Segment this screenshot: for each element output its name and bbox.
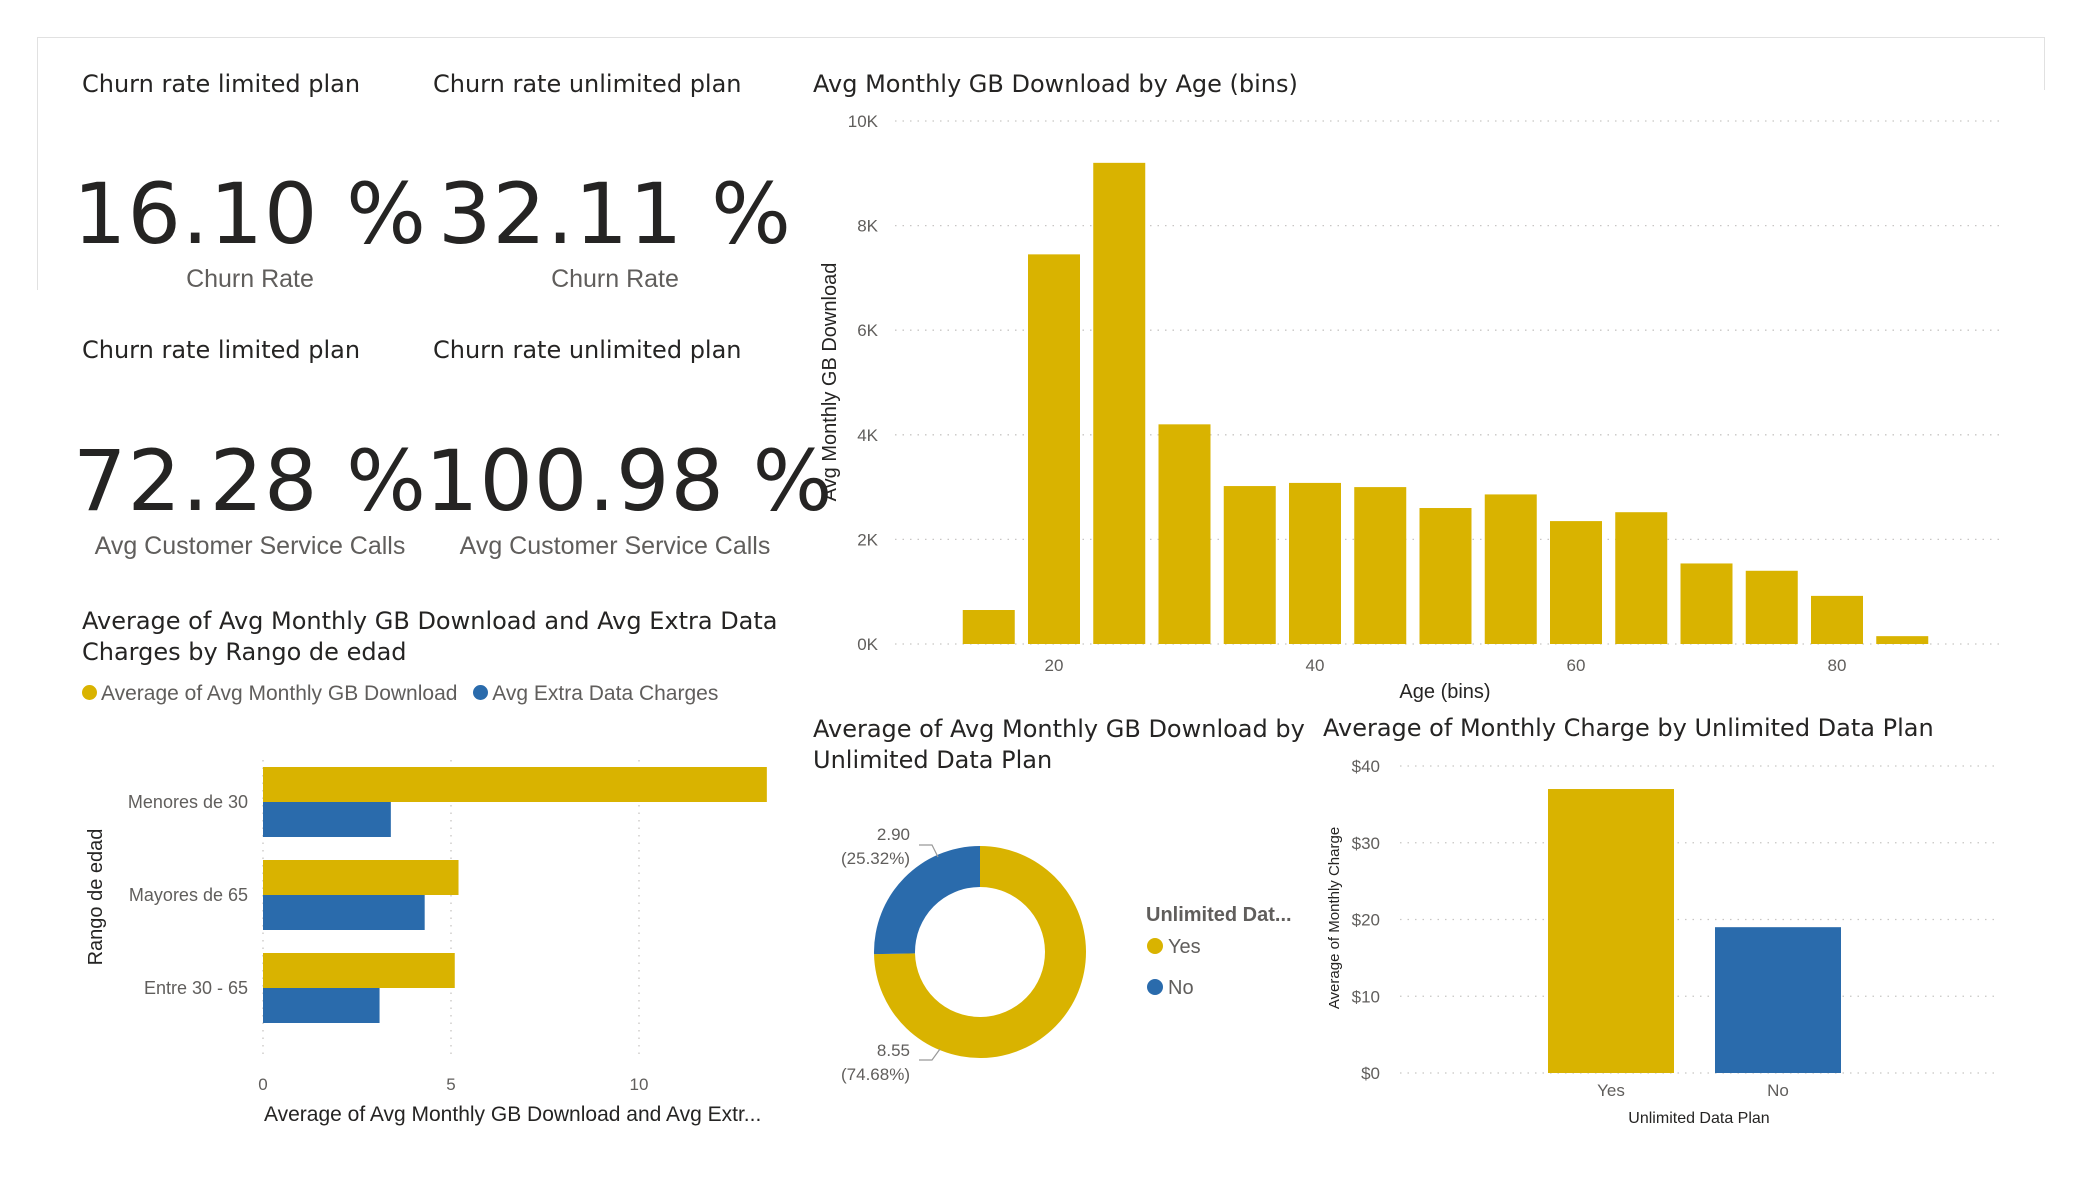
age-bar[interactable] — [1223, 486, 1276, 644]
charge-y-axis-title: Average of Monthly Charge — [1326, 827, 1343, 1009]
kpi-title: Churn rate limited plan — [82, 336, 361, 364]
age-y-tick: 0K — [857, 635, 878, 654]
legend-swatch-blue — [473, 685, 489, 701]
frame-mask-right — [2040, 90, 2048, 1170]
donut-legend-title: Unlimited Dat... — [1146, 904, 1292, 926]
donut-percent-yes: (74.68%) — [841, 1065, 910, 1084]
age-x-tick: 80 — [1828, 656, 1847, 675]
kpi-value: 72.28 % — [73, 432, 427, 530]
range-bar[interactable] — [263, 953, 455, 988]
kpi-value: 100.98 % — [425, 432, 834, 530]
charge-x-tick: No — [1767, 1081, 1789, 1100]
donut-chart-title-line1: Average of Avg Monthly GB Download by — [813, 715, 1305, 743]
kpi-title: Churn rate unlimited plan — [433, 70, 742, 98]
donut-legend-no[interactable]: No — [1168, 977, 1194, 999]
age-bar[interactable] — [1745, 570, 1798, 644]
age-bar[interactable] — [1158, 424, 1211, 644]
charge-y-tick: $40 — [1352, 757, 1380, 776]
range-y-axis-title: Rango de edad — [85, 829, 107, 966]
age-x-tick: 40 — [1306, 656, 1325, 675]
range-bar[interactable] — [263, 802, 391, 837]
kpi-value: 32.11 % — [438, 165, 792, 263]
donut-label-yes: 8.55 (74.68%) — [841, 1041, 941, 1084]
charge-y-tick: $10 — [1352, 987, 1380, 1006]
charge-y-tick: $0 — [1361, 1064, 1380, 1083]
frame-mask-left — [36, 290, 40, 1170]
age-x-tick: 60 — [1567, 656, 1586, 675]
donut-label-no: 2.90 (25.32%) — [841, 825, 939, 868]
age-bar[interactable] — [1028, 254, 1080, 645]
charge-bar[interactable] — [1715, 927, 1841, 1073]
range-chart-legend[interactable]: Average of Avg Monthly GB Download Avg E… — [82, 682, 718, 706]
age-bar[interactable] — [1354, 487, 1407, 644]
range-bar[interactable] — [263, 895, 425, 930]
donut-value-no: 2.90 — [877, 825, 910, 844]
age-bar[interactable] — [1419, 508, 1472, 644]
donut-leader-no — [919, 844, 939, 858]
kpi-title: Churn rate unlimited plan — [433, 336, 742, 364]
age-bar[interactable] — [1093, 162, 1146, 644]
age-x-tick: 20 — [1045, 656, 1064, 675]
age-chart-title: Avg Monthly GB Download by Age (bins) — [813, 70, 1298, 98]
age-x-axis-title: Age (bins) — [1399, 681, 1490, 703]
kpi-title: Churn rate limited plan — [82, 70, 361, 98]
age-bar[interactable] — [1484, 494, 1537, 644]
age-bar[interactable] — [962, 610, 1015, 644]
age-y-tick: 2K — [857, 530, 878, 549]
range-x-tick: 5 — [446, 1075, 455, 1094]
kpi-label: Avg Customer Service Calls — [94, 532, 406, 560]
range-bar[interactable] — [263, 860, 459, 895]
age-bar[interactable] — [1615, 512, 1668, 644]
range-chart-title-line1: Average of Avg Monthly GB Download and A… — [82, 607, 778, 635]
donut-slice-no[interactable] — [874, 846, 980, 955]
kpi-label: Churn Rate — [551, 265, 679, 293]
charge-x-axis-title: Unlimited Data Plan — [1628, 1110, 1769, 1127]
age-bar[interactable] — [1811, 595, 1863, 644]
age-y-tick: 6K — [857, 321, 878, 340]
charge-chart-title: Average of Monthly Charge by Unlimited D… — [1323, 714, 1934, 742]
legend-item-extra[interactable]: Avg Extra Data Charges — [492, 682, 719, 705]
kpi-value: 16.10 % — [73, 165, 427, 263]
range-category-label: Mayores de 65 — [129, 885, 248, 905]
age-bar[interactable] — [1876, 636, 1929, 644]
donut-value-yes: 8.55 — [877, 1041, 910, 1060]
donut-slice-yes[interactable] — [874, 846, 1086, 1058]
charge-y-tick: $20 — [1352, 911, 1380, 930]
age-y-axis-title: Avg Monthly GB Download — [819, 263, 841, 502]
age-y-tick: 4K — [857, 426, 878, 445]
donut-legend-yes[interactable]: Yes — [1168, 936, 1201, 958]
charge-x-tick: Yes — [1597, 1081, 1625, 1100]
range-bar[interactable] — [263, 767, 767, 802]
range-x-tick: 10 — [630, 1075, 649, 1094]
legend-item-gb[interactable]: Average of Avg Monthly GB Download — [101, 682, 458, 705]
legend-swatch-yellow — [82, 685, 97, 701]
donut-chart-title-line2: Unlimited Data Plan — [813, 746, 1053, 774]
range-bar[interactable] — [263, 988, 380, 1023]
range-x-tick: 0 — [258, 1075, 267, 1094]
donut-chart-title: Average of Avg Monthly GB Download by Un… — [813, 714, 1305, 776]
donut-leader-yes — [919, 1048, 941, 1061]
kpi-label: Avg Customer Service Calls — [459, 532, 771, 560]
charge-y-tick: $30 — [1352, 834, 1380, 853]
range-category-label: Menores de 30 — [128, 792, 248, 812]
age-y-tick: 8K — [857, 217, 878, 236]
range-category-label: Entre 30 - 65 — [144, 978, 248, 998]
range-chart-title-line2: Charges by Rango de edad — [82, 638, 407, 666]
legend-swatch-yes — [1147, 938, 1163, 954]
age-bar[interactable] — [1289, 482, 1341, 644]
range-chart-title: Average of Avg Monthly GB Download and A… — [82, 606, 778, 668]
charge-bar[interactable] — [1548, 789, 1674, 1073]
age-y-tick: 10K — [848, 112, 879, 131]
legend-swatch-no — [1147, 979, 1163, 995]
kpi-label: Churn Rate — [186, 265, 314, 293]
donut-percent-no: (25.32%) — [841, 849, 910, 868]
age-bar[interactable] — [1680, 563, 1733, 644]
age-bar[interactable] — [1550, 521, 1602, 644]
range-x-axis-title: Average of Avg Monthly GB Download and A… — [264, 1103, 761, 1126]
